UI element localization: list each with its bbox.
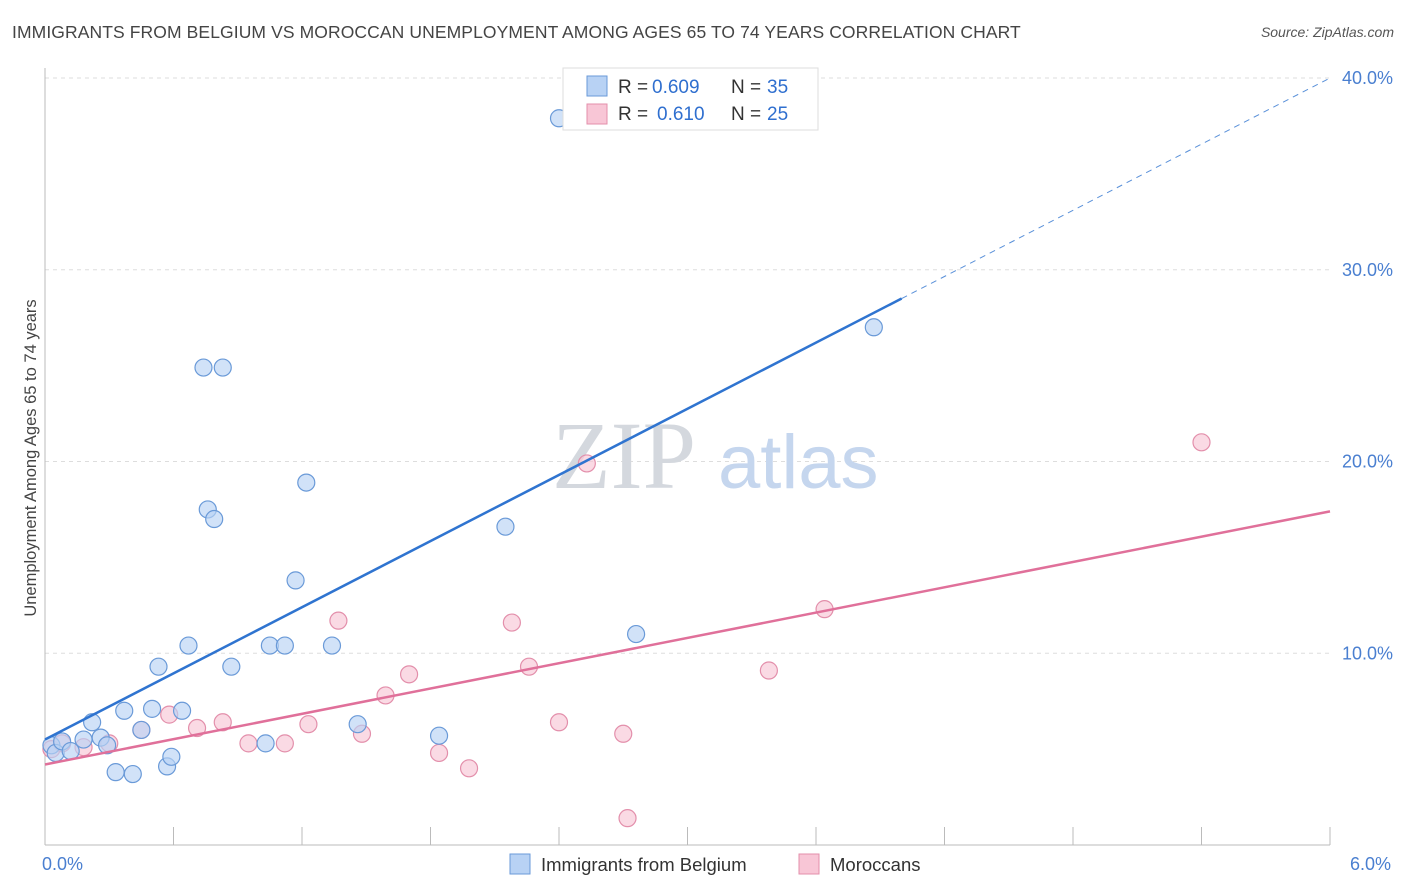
watermark-zip: ZIP: [552, 402, 696, 509]
moroccan-point-21: [614, 724, 633, 743]
legend-n-label-1: N =: [731, 77, 761, 98]
correlation-legend: R = 0.609 N = 35 R = 0.610 N = 25: [562, 67, 819, 131]
belgium-point-22: [222, 657, 241, 676]
belgium-point-31: [496, 517, 515, 536]
belgium-point-33: [626, 624, 646, 644]
belgium-point-28: [322, 636, 342, 655]
moroccan-point-9: [275, 734, 294, 753]
belgium-point-4: [74, 730, 93, 749]
belgium-point-13: [149, 657, 168, 676]
series-legend-swatch-moroccans: [798, 853, 820, 875]
belgium-trend-extension: [901, 77, 1331, 299]
belgium-point-8: [106, 763, 125, 782]
moroccan-point-8: [239, 734, 258, 753]
belgium-point-12: [142, 699, 162, 718]
moroccan-point-17: [502, 613, 521, 632]
y-axis-title: Unemployment Among Ages 65 to 74 years: [22, 299, 40, 616]
moroccan-point-23: [759, 661, 778, 680]
moroccan-point-16: [459, 759, 479, 778]
y-tick-label-2: 30.0%: [1342, 260, 1393, 280]
legend-r-label-2: R =: [618, 104, 648, 125]
belgium-trend-line: [44, 297, 903, 741]
belgium-point-7: [98, 736, 117, 755]
moroccan-point-14: [399, 665, 419, 684]
x-tick-label-max: 6.0%: [1350, 854, 1391, 874]
moroccan-trend-line: [44, 510, 1331, 766]
y-tick-label-3: 40.0%: [1342, 68, 1393, 88]
belgium-point-26: [286, 571, 305, 590]
legend-r-value-2: 0.610: [657, 104, 705, 125]
series-legend-swatch-belgium: [509, 853, 531, 875]
moroccan-point-18: [519, 657, 539, 676]
belgium-point-16: [172, 701, 192, 720]
belgium-point-20: [205, 509, 224, 529]
legend-swatch-pink: [586, 103, 608, 125]
moroccan-point-25: [1192, 433, 1211, 452]
belgium-point-23: [256, 734, 275, 753]
moroccan-point-19: [549, 713, 569, 732]
moroccan-point-15: [429, 743, 449, 763]
belgium-point-9: [115, 701, 134, 720]
belgium-point-27: [297, 473, 316, 492]
series-legend-label-moroccans: Moroccans: [830, 854, 920, 875]
legend-swatch-blue: [586, 75, 608, 97]
belgium-point-25: [275, 636, 294, 655]
moroccan-point-6: [187, 718, 207, 738]
belgium-point-34: [864, 318, 883, 337]
series-legend: Immigrants from Belgium Moroccans: [509, 853, 920, 875]
moroccan-point-10: [299, 715, 318, 734]
legend-n-value-1: 35: [767, 77, 788, 98]
source-label: Source: ZipAtlas.com: [1260, 24, 1394, 40]
belgium-point-18: [194, 358, 213, 377]
chart-title: IMMIGRANTS FROM BELGIUM VS MOROCCAN UNEM…: [12, 22, 1021, 42]
belgium-point-11: [132, 720, 151, 740]
y-tick-label-1: 20.0%: [1342, 452, 1393, 472]
belgium-point-30: [429, 726, 449, 745]
trend-lines: [44, 77, 1331, 766]
belgium-point-29: [348, 715, 367, 734]
watermark-atlas: atlas: [718, 420, 879, 505]
series-legend-label-belgium: Immigrants from Belgium: [541, 854, 747, 875]
legend-n-label-2: N =: [731, 104, 761, 125]
legend-n-value-2: 25: [767, 104, 788, 125]
belgium-point-17: [179, 636, 198, 655]
legend-r-value-1: 0.609: [652, 77, 700, 98]
moroccan-point-7: [213, 713, 232, 732]
gridlines: [45, 77, 1330, 654]
belgium-point-15: [162, 747, 181, 766]
moroccan-point-22: [618, 809, 637, 828]
belgium-point-10: [123, 764, 142, 784]
moroccan-point-11: [329, 611, 348, 630]
legend-r-label-1: R =: [618, 77, 648, 98]
belgium-point-21: [213, 358, 232, 377]
belgium-points: [42, 109, 883, 784]
y-tick-label-0: 10.0%: [1342, 643, 1393, 663]
y-tick-labels: 10.0% 20.0% 30.0% 40.0%: [1342, 68, 1393, 663]
x-axis-ticks: [173, 827, 1331, 845]
x-tick-label-min: 0.0%: [42, 854, 83, 874]
